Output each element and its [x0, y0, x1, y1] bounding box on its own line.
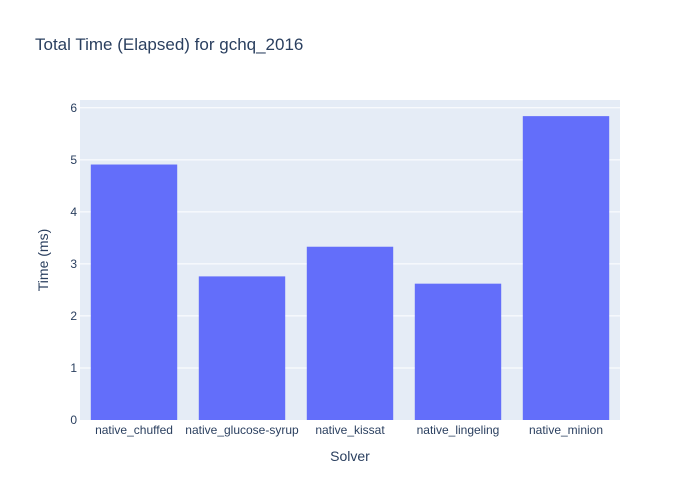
bars	[90, 116, 610, 421]
y-tick-label: 5	[70, 153, 77, 167]
bar-native_chuffed	[90, 164, 178, 420]
bar-native_minion	[522, 116, 610, 421]
y-axis-title: Time (ms)	[35, 229, 51, 291]
y-tick-label: 4	[70, 205, 77, 219]
y-tick-label: 6	[70, 101, 77, 115]
bar-native_glucose-syrup	[198, 276, 286, 420]
x-tick-label: native_minion	[529, 423, 603, 437]
x-tick-label: native_glucose-syrup	[185, 423, 299, 437]
x-axis-title: Solver	[330, 448, 370, 464]
y-tick-label: 1	[70, 361, 77, 375]
x-tick-label: native_kissat	[315, 423, 385, 437]
y-tick-label: 0	[70, 413, 77, 427]
y-tick-labels: 0 1 2 3 4 5 6	[70, 101, 77, 427]
x-tick-label: native_lingeling	[417, 423, 500, 437]
x-tick-labels: native_chuffed native_glucose-syrup native…	[95, 423, 603, 437]
y-tick-label: 2	[70, 309, 77, 323]
y-tick-label: 3	[70, 257, 77, 271]
bar-native_lingeling	[414, 283, 502, 420]
chart-title: Total Time (Elapsed) for gchq_2016	[35, 35, 303, 54]
bar-native_kissat	[306, 246, 394, 420]
x-tick-label: native_chuffed	[95, 423, 173, 437]
